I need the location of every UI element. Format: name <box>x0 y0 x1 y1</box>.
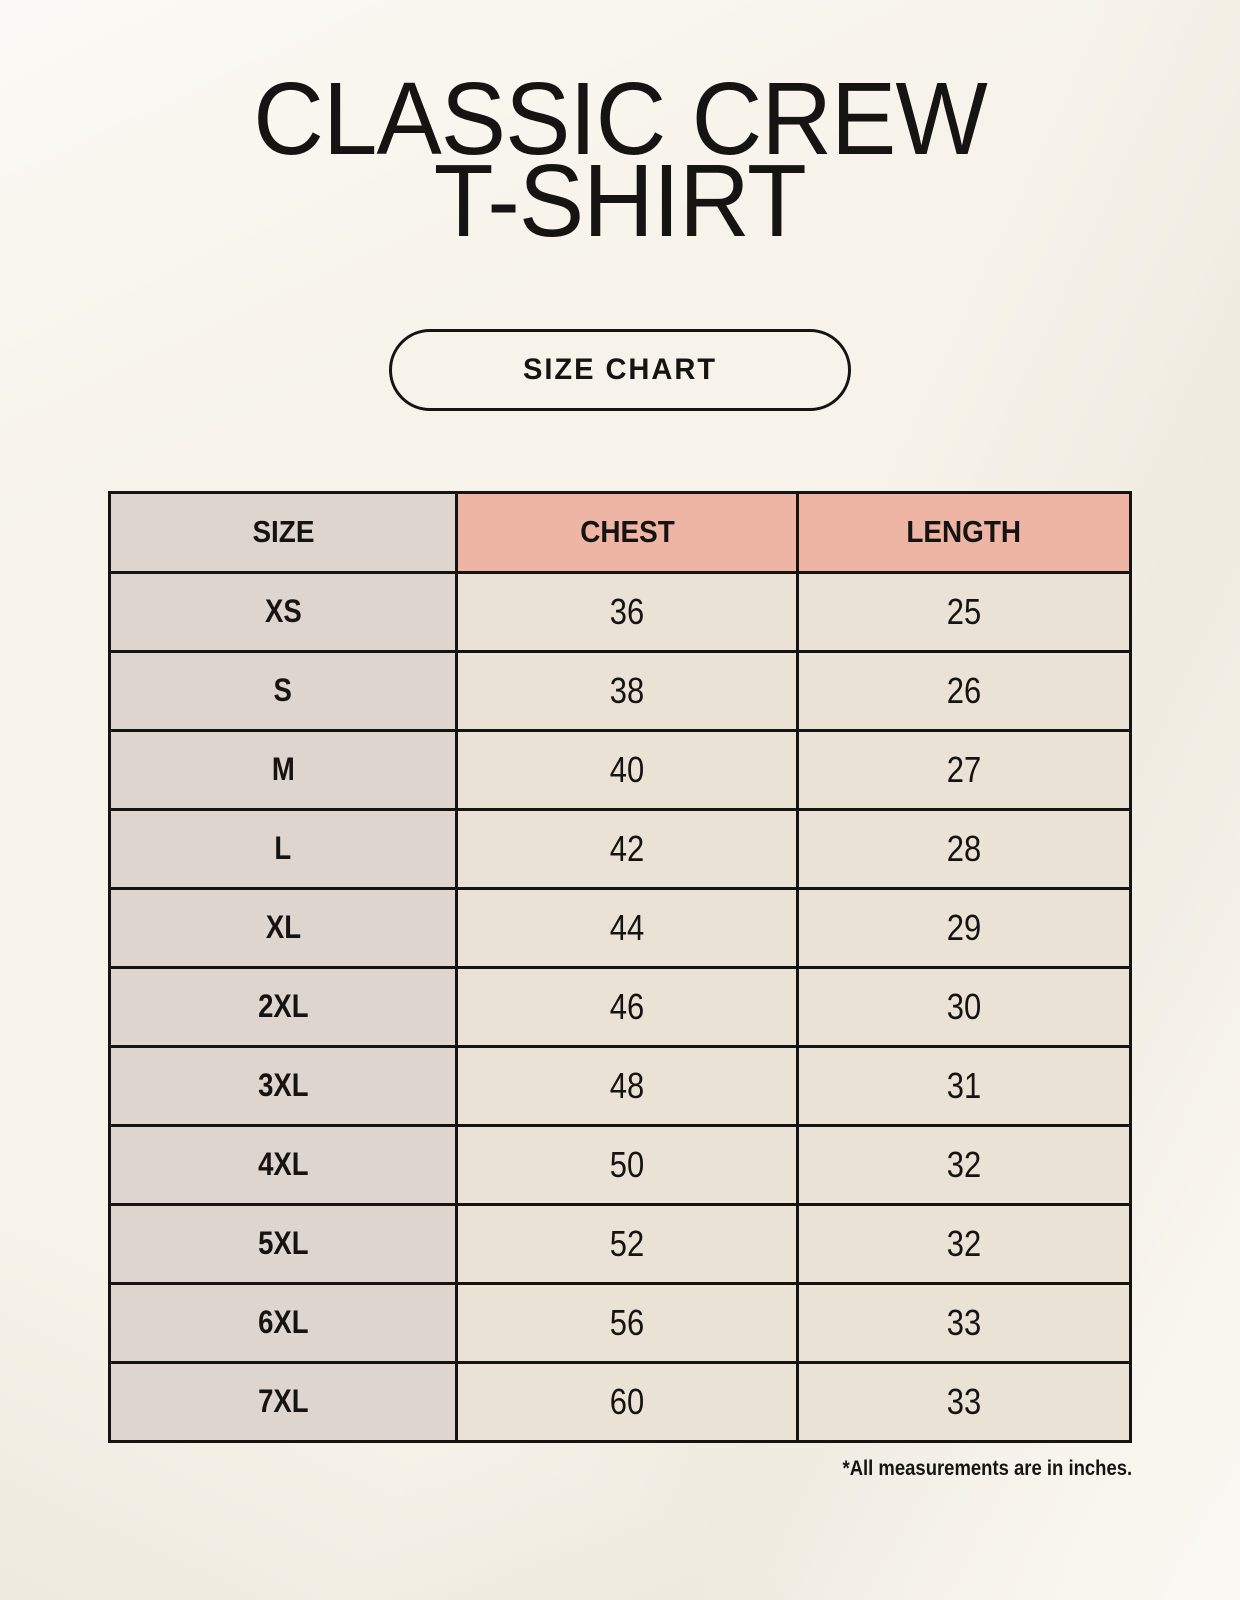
cell-chest-value: 36 <box>609 590 645 632</box>
cell-size-value: 3XL <box>257 1067 309 1104</box>
page-title-line2: T-SHIRT <box>433 143 807 259</box>
cell-chest: 52 <box>455 1202 800 1285</box>
cell-length: 32 <box>796 1202 1132 1285</box>
cell-length-value: 32 <box>946 1222 982 1264</box>
cell-length: 30 <box>796 965 1132 1048</box>
cell-length: 28 <box>796 807 1132 890</box>
table-row: 7XL 60 33 <box>107 1360 1132 1443</box>
cell-chest-value: 42 <box>609 827 645 869</box>
measurements-footnote-text: *All measurements are in inches. <box>842 1456 1132 1480</box>
cell-size: XS <box>107 570 459 653</box>
cell-length: 25 <box>796 570 1132 653</box>
table-row: 4XL 50 32 <box>107 1123 1132 1206</box>
cell-chest-value: 48 <box>609 1064 645 1106</box>
cell-chest: 56 <box>455 1281 800 1364</box>
cell-size: 5XL <box>107 1202 459 1285</box>
cell-size: 3XL <box>107 1044 459 1127</box>
cell-length-value: 33 <box>946 1380 982 1422</box>
cell-length-value: 33 <box>946 1301 982 1343</box>
cell-chest: 38 <box>455 649 800 732</box>
measurements-footnote: *All measurements are in inches. <box>108 1457 1132 1481</box>
cell-chest-value: 46 <box>609 985 645 1027</box>
cell-size-value: 7XL <box>257 1383 309 1420</box>
cell-size-value: 5XL <box>257 1225 309 1262</box>
cell-length: 29 <box>796 886 1132 969</box>
table-row: S 38 26 <box>107 649 1132 732</box>
cell-chest-value: 60 <box>609 1380 645 1422</box>
cell-chest: 40 <box>455 728 800 811</box>
table-row: 2XL 46 30 <box>107 965 1132 1048</box>
size-chart-badge-container: SIZE CHART <box>0 328 1240 411</box>
cell-size-value: 2XL <box>257 988 309 1025</box>
cell-chest-value: 44 <box>609 906 645 948</box>
table-row: L 42 28 <box>107 807 1132 890</box>
cell-size-value: S <box>273 672 293 709</box>
cell-size: 4XL <box>107 1123 459 1206</box>
cell-length-value: 26 <box>946 669 982 711</box>
cell-chest: 60 <box>455 1360 800 1443</box>
size-chart-badge-label: SIZE CHART <box>523 352 717 386</box>
cell-size-value: XL <box>265 909 301 946</box>
cell-chest-value: 50 <box>609 1143 645 1185</box>
cell-size: S <box>107 649 459 732</box>
cell-size-value: M <box>271 751 295 788</box>
cell-chest: 42 <box>455 807 800 890</box>
column-header-size: SIZE <box>107 490 459 574</box>
table-row: M 40 27 <box>107 728 1132 811</box>
size-chart-badge: SIZE CHART <box>389 328 851 411</box>
cell-size-value: XS <box>264 593 302 630</box>
size-chart-table-container: SIZE CHEST LENGTH XS 36 25 S 38 26 M 40 27 L 42 28 X… <box>107 490 1132 1443</box>
cell-chest-value: 38 <box>609 669 645 711</box>
cell-chest: 46 <box>455 965 800 1048</box>
cell-size: 6XL <box>107 1281 459 1364</box>
page-title: CLASSIC CREW T-SHIRT <box>0 61 1240 259</box>
table-header-row: SIZE CHEST LENGTH <box>107 490 1132 574</box>
cell-length: 31 <box>796 1044 1132 1127</box>
column-header-length: LENGTH <box>796 490 1132 574</box>
cell-length: 26 <box>796 649 1132 732</box>
table-row: 3XL 48 31 <box>107 1044 1132 1127</box>
table-row: XL 44 29 <box>107 886 1132 969</box>
cell-size-value: 6XL <box>257 1304 309 1341</box>
cell-size-value: L <box>274 830 292 867</box>
cell-chest: 36 <box>455 570 800 653</box>
cell-size: XL <box>107 886 459 969</box>
size-chart-table: SIZE CHEST LENGTH XS 36 25 S 38 26 M 40 27 L 42 28 X… <box>107 490 1132 1443</box>
cell-length: 33 <box>796 1281 1132 1364</box>
cell-chest: 44 <box>455 886 800 969</box>
cell-chest-value: 40 <box>609 748 645 790</box>
cell-chest-value: 52 <box>609 1222 645 1264</box>
cell-size: M <box>107 728 459 811</box>
cell-length-value: 30 <box>946 985 982 1027</box>
table-row: XS 36 25 <box>107 570 1132 653</box>
cell-length: 33 <box>796 1360 1132 1443</box>
page-title-line1: CLASSIC CREW <box>253 61 987 176</box>
cell-chest: 50 <box>455 1123 800 1206</box>
cell-length-value: 29 <box>946 906 982 948</box>
table-row: 5XL 52 32 <box>107 1202 1132 1285</box>
cell-size: 2XL <box>107 965 459 1048</box>
cell-length-value: 28 <box>946 827 982 869</box>
column-header-chest: CHEST <box>455 490 800 574</box>
table-row: 6XL 56 33 <box>107 1281 1132 1364</box>
cell-length: 32 <box>796 1123 1132 1206</box>
cell-length-value: 27 <box>946 748 982 790</box>
cell-chest: 48 <box>455 1044 800 1127</box>
cell-size: L <box>107 807 459 890</box>
cell-size: 7XL <box>107 1360 459 1443</box>
cell-length-value: 31 <box>946 1064 982 1106</box>
cell-size-value: 4XL <box>257 1146 309 1183</box>
cell-length: 27 <box>796 728 1132 811</box>
cell-chest-value: 56 <box>609 1301 645 1343</box>
cell-length-value: 32 <box>946 1143 982 1185</box>
cell-length-value: 25 <box>946 590 982 632</box>
